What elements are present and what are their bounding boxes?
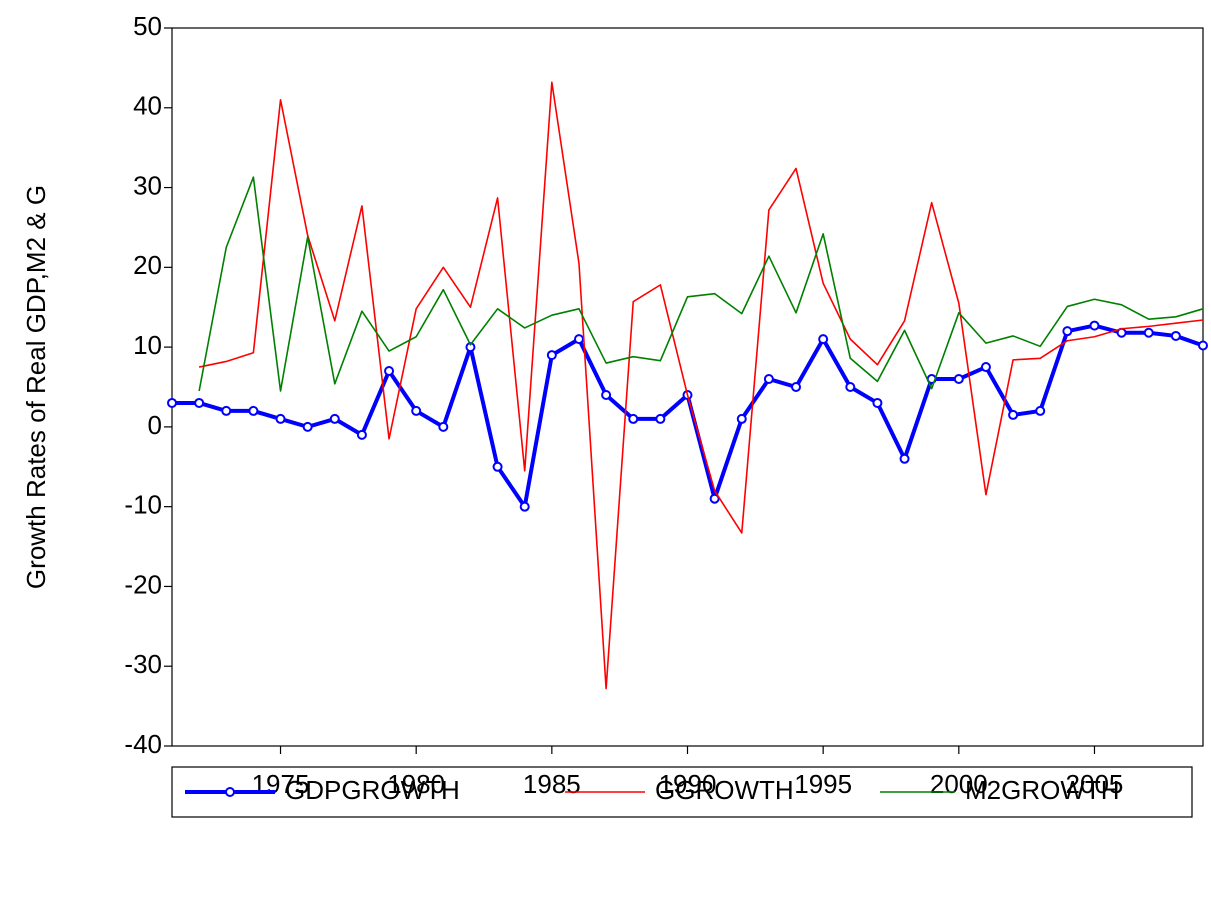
data-point [1198, 340, 1208, 351]
data-point [167, 397, 177, 408]
data-point [329, 413, 340, 424]
data-point [384, 366, 395, 377]
data-point [1143, 327, 1154, 338]
data-point [194, 397, 205, 408]
data-point [492, 461, 503, 472]
legend-label: M2GROWTH [965, 775, 1120, 805]
data-point [763, 374, 774, 385]
data-point [546, 350, 557, 361]
legend-marker [225, 787, 235, 797]
data-point [953, 374, 964, 385]
series-line [198, 81, 1204, 690]
data-point [872, 397, 883, 408]
data-point [573, 334, 584, 345]
data-point [655, 413, 666, 424]
x-tick-label: 1985 [523, 769, 581, 799]
data-point [709, 493, 720, 504]
data-point [601, 389, 612, 400]
data-point [221, 405, 232, 416]
data-point [411, 405, 422, 416]
data-point [845, 382, 856, 392]
legend-label: GGROWTH [655, 775, 794, 805]
data-point [248, 405, 259, 416]
x-tick-label: 2000 [930, 769, 988, 799]
data-point [818, 334, 829, 345]
y-tick-label: 30 [133, 170, 162, 200]
data-point [519, 501, 530, 512]
data-point [275, 413, 286, 424]
data-point [1170, 330, 1181, 341]
data-point [302, 421, 313, 432]
y-tick-label: -10 [124, 490, 162, 520]
x-tick-label: 1980 [387, 769, 445, 799]
y-axis-label: Growth Rates of Real GDP,M2 & G [21, 185, 51, 589]
y-tick-label: 20 [133, 250, 162, 280]
data-point [628, 413, 639, 424]
data-point [356, 429, 367, 440]
data-point [1062, 326, 1073, 337]
data-point [438, 421, 449, 432]
data-point [736, 413, 747, 424]
series-line [198, 176, 1204, 392]
legend-label: GDPGROWTH [285, 775, 460, 805]
x-tick-label: 1990 [659, 769, 717, 799]
y-tick-label: 50 [133, 11, 162, 41]
y-tick-label: 10 [133, 330, 162, 360]
y-tick-label: 40 [133, 91, 162, 121]
data-point [1089, 320, 1100, 331]
data-point [791, 382, 802, 392]
y-tick-label: -30 [124, 649, 162, 679]
data-point [980, 362, 991, 373]
data-point [1008, 409, 1019, 420]
y-tick-label: -40 [124, 729, 162, 759]
y-tick-label: -20 [124, 569, 162, 599]
x-tick-label: 1995 [794, 769, 852, 799]
legend-box [171, 766, 1193, 818]
y-tick-label: 0 [148, 410, 162, 440]
data-point [899, 453, 910, 464]
x-tick-label: 2005 [1066, 769, 1124, 799]
data-point [1035, 405, 1046, 416]
